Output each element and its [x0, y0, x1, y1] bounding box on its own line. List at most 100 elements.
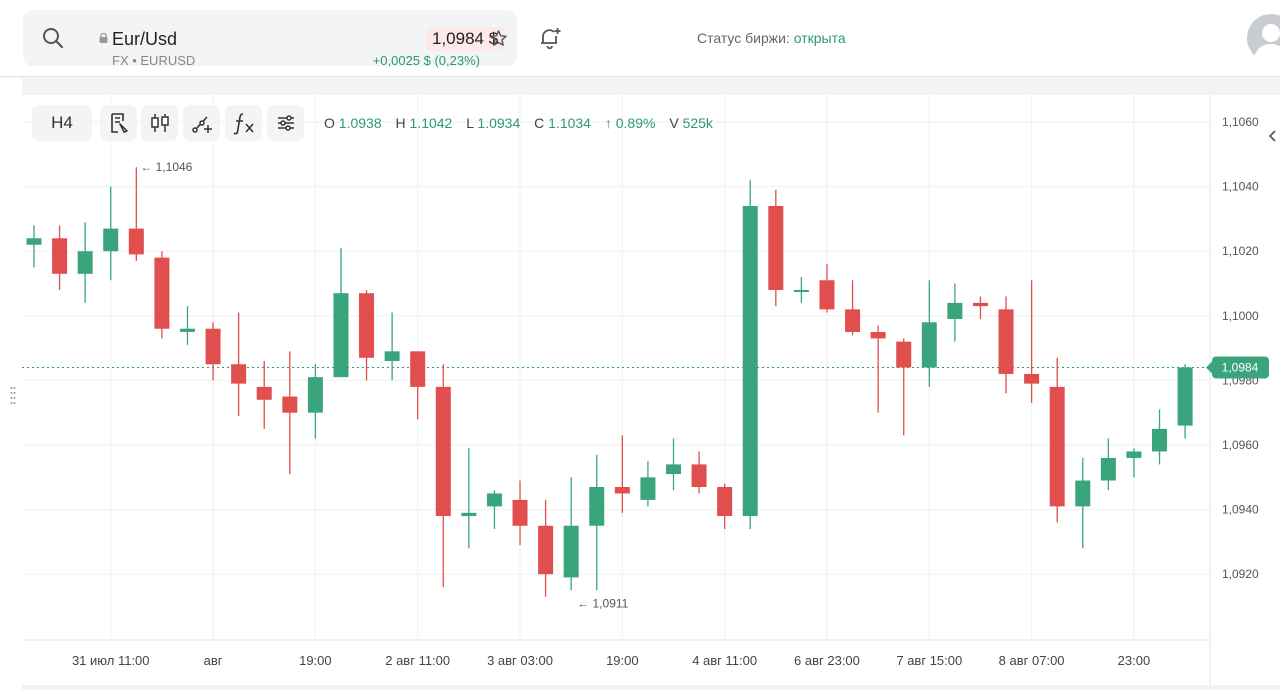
candle-body[interactable]: [333, 293, 349, 378]
candle-body[interactable]: [921, 322, 937, 368]
time-axis-label: 31 июл 11:00: [72, 653, 150, 668]
high-price-annotation: ← 1,1046: [140, 160, 192, 174]
candle-body[interactable]: [947, 302, 963, 320]
candle-body[interactable]: [52, 238, 68, 274]
candle-body[interactable]: [1049, 386, 1065, 507]
price-axis-label: 1,1020: [1222, 244, 1259, 258]
candle-body[interactable]: [1152, 428, 1168, 452]
chart-options-button[interactable]: [267, 105, 304, 141]
time-axis-label: 2 авг 11:00: [385, 653, 450, 668]
candle-body[interactable]: [435, 386, 451, 517]
candle-body[interactable]: [384, 351, 400, 362]
candle-body[interactable]: [461, 512, 477, 517]
candle-body[interactable]: [128, 228, 144, 255]
time-axis-label: авг: [204, 653, 223, 668]
candle-body[interactable]: [154, 257, 170, 329]
chart-type-button[interactable]: [141, 105, 178, 141]
user-avatar[interactable]: [1247, 14, 1280, 62]
candle-body[interactable]: [793, 289, 809, 292]
instrument-search[interactable]: Eur/Usd FX • EURUSD 1,0984 $ +0,0025 $ (…: [23, 10, 517, 68]
candle-body[interactable]: [179, 328, 195, 332]
candle-body[interactable]: [359, 293, 375, 358]
draw-line-icon: [191, 116, 212, 133]
time-axis-label: 19:00: [606, 653, 639, 668]
drawing-tools-button[interactable]: [183, 105, 220, 141]
chart-panel: [22, 95, 1280, 685]
add-alert-bell-icon[interactable]: [537, 25, 563, 51]
candle-body[interactable]: [282, 396, 298, 413]
close-label: C: [534, 115, 545, 131]
current-price-tag-pointer: [1206, 361, 1212, 374]
collapse-panel-chevron-icon[interactable]: [1266, 122, 1280, 150]
price-axis-label: 1,0920: [1222, 567, 1259, 581]
search-icon[interactable]: [41, 26, 65, 50]
candlestick-icon: [150, 114, 169, 132]
price-axis-label: 1,0960: [1222, 438, 1259, 452]
candle-body[interactable]: [486, 493, 502, 507]
candle-body[interactable]: [512, 499, 528, 526]
candle-body[interactable]: [307, 377, 323, 413]
candle-body[interactable]: [845, 309, 861, 332]
volume-value: 525k: [682, 115, 713, 131]
candle-body[interactable]: [563, 525, 579, 578]
candle-body[interactable]: [410, 351, 426, 387]
candle-body[interactable]: [972, 302, 988, 307]
candle-body[interactable]: [1100, 457, 1116, 481]
candle-body[interactable]: [205, 328, 221, 365]
open-label: O: [324, 115, 335, 131]
candle-body[interactable]: [77, 251, 93, 274]
high-value: 1.1042: [409, 115, 453, 131]
time-axis-label: 6 авг 23:00: [794, 653, 860, 668]
ohlc-readout: O 1.0938 H 1.1042 L 1.0934 C 1.1034 ↑ 0.…: [324, 115, 723, 131]
user-silhouette-icon: [1253, 24, 1280, 62]
candle-body[interactable]: [640, 477, 656, 500]
candle-body[interactable]: [589, 486, 605, 526]
high-label: H: [395, 115, 406, 131]
chart-settings-button[interactable]: [100, 105, 137, 141]
candle-body[interactable]: [691, 464, 707, 487]
price-change: +0,0025 $ (0,23%): [372, 53, 480, 68]
candle-body[interactable]: [1126, 451, 1142, 458]
candle-body[interactable]: [819, 280, 835, 310]
price-axis-label: 1,0940: [1222, 503, 1259, 517]
time-axis-label: 23:00: [1118, 653, 1151, 668]
low-label: L: [466, 115, 474, 131]
time-axis-label: 19:00: [299, 653, 332, 668]
candle-body[interactable]: [742, 205, 758, 517]
candle-body[interactable]: [231, 364, 247, 384]
candle-body[interactable]: [1075, 480, 1091, 507]
candle-body[interactable]: [717, 486, 733, 517]
candle-body[interactable]: [998, 309, 1014, 374]
candle-body[interactable]: [1024, 373, 1040, 384]
indicators-button[interactable]: [225, 105, 262, 141]
edit-document-icon: [110, 113, 128, 133]
lock-icon: [99, 33, 108, 43]
candle-body[interactable]: [1177, 367, 1193, 426]
exchange-status-value: открыта: [793, 30, 846, 46]
exchange-status-label: Статус биржи:: [697, 30, 790, 46]
current-price-tag: [1212, 356, 1269, 379]
time-axis-label: 8 авг 07:00: [999, 653, 1065, 668]
left-panel-handle[interactable]: [0, 78, 22, 690]
low-value: 1.0934: [477, 115, 521, 131]
timeframe-button[interactable]: H4: [32, 105, 92, 141]
open-value: 1.0938: [338, 115, 382, 131]
candle-body[interactable]: [896, 341, 912, 368]
instrument-market: FX • EURUSD: [112, 53, 196, 68]
current-price: 1,0984 $: [426, 27, 505, 51]
price-axis-label: 1,1000: [1222, 309, 1259, 323]
candle-body[interactable]: [614, 486, 630, 494]
function-fx-icon: [232, 113, 254, 135]
candle-body[interactable]: [26, 238, 42, 245]
candle-body[interactable]: [103, 228, 119, 252]
candle-body[interactable]: [870, 331, 886, 339]
candle-body[interactable]: [256, 386, 272, 400]
candle-body[interactable]: [666, 464, 681, 475]
time-axis-label: 7 авг 15:00: [896, 653, 962, 668]
favorite-star-icon[interactable]: [489, 29, 508, 48]
candle-body[interactable]: [538, 525, 554, 575]
instrument-name: Eur/Usd: [112, 29, 178, 49]
candle-body[interactable]: [768, 205, 784, 290]
drag-handle-icon[interactable]: [10, 386, 16, 408]
